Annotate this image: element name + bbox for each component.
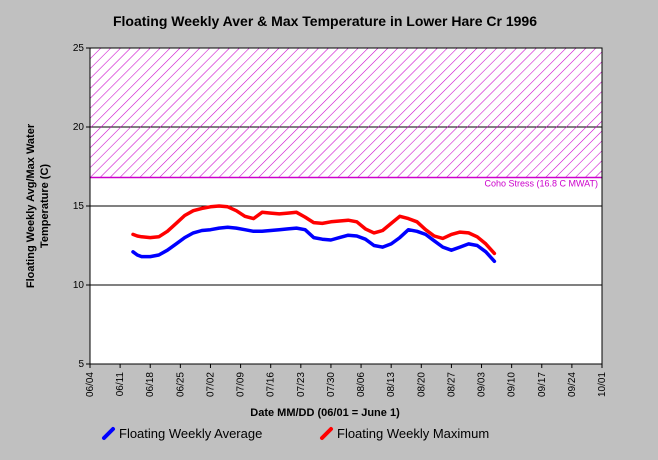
threshold-label: Coho Stress (16.8 C MWAT) bbox=[484, 179, 598, 189]
x-tick-label: 09/10 bbox=[507, 372, 518, 397]
x-tick-label: 06/11 bbox=[115, 372, 126, 397]
x-tick-label: 09/17 bbox=[537, 372, 548, 397]
x-tick-label: 09/24 bbox=[567, 372, 578, 397]
x-tick-label: 10/01 bbox=[597, 372, 608, 397]
x-tick-label: 07/09 bbox=[236, 372, 247, 397]
x-tick-label: 07/30 bbox=[326, 372, 337, 397]
y-axis-title-line-1: Floating Weekly Avg/Max Water bbox=[25, 123, 37, 288]
x-axis: 06/04 06/11 06/18 06/25 07/02 07/09 07/16 07/23… bbox=[85, 364, 608, 397]
x-tick-label: 08/20 bbox=[416, 372, 427, 397]
x-tick-label: 07/16 bbox=[266, 372, 277, 397]
legend-average-swatch bbox=[102, 427, 115, 440]
y-tick-label: 25 bbox=[73, 43, 85, 54]
y-axis-title-line-2: Temperature (C) bbox=[39, 164, 51, 248]
x-tick-label: 06/25 bbox=[175, 372, 186, 397]
maximum-series-line bbox=[131, 204, 497, 256]
chart-title: Floating Weekly Aver & Max Temperature i… bbox=[113, 13, 537, 29]
x-tick-label: 08/06 bbox=[356, 372, 367, 397]
threshold-hatch bbox=[90, 48, 602, 178]
y-tick-label: 10 bbox=[73, 280, 85, 291]
y-axis-title: Floating Weekly Avg/Max Water Temperatur… bbox=[25, 123, 51, 288]
x-tick-label: 07/02 bbox=[205, 372, 216, 397]
y-tick-label: 20 bbox=[73, 122, 85, 133]
x-tick-label: 08/27 bbox=[446, 372, 457, 397]
average-series-line bbox=[131, 225, 497, 264]
y-axis: 5 10 15 20 25 bbox=[73, 43, 90, 370]
series-layer bbox=[131, 204, 497, 264]
threshold-band: Coho Stress (16.8 C MWAT) bbox=[90, 48, 602, 189]
x-tick-label: 06/04 bbox=[85, 372, 96, 397]
x-tick-label: 06/18 bbox=[145, 372, 156, 397]
y-tick-label: 5 bbox=[78, 359, 84, 370]
legend: Floating Weekly Average Floating Weekly M… bbox=[102, 426, 489, 441]
y-tick-label: 15 bbox=[73, 201, 85, 212]
x-tick-label: 08/13 bbox=[386, 372, 397, 397]
x-tick-label: 09/03 bbox=[477, 372, 488, 397]
legend-maximum-swatch bbox=[320, 427, 333, 440]
x-tick-label: 07/23 bbox=[296, 372, 307, 397]
x-axis-title: Date MM/DD (06/01 = June 1) bbox=[250, 407, 400, 419]
legend-maximum-label: Floating Weekly Maximum bbox=[337, 426, 489, 441]
legend-average-label: Floating Weekly Average bbox=[119, 426, 262, 441]
